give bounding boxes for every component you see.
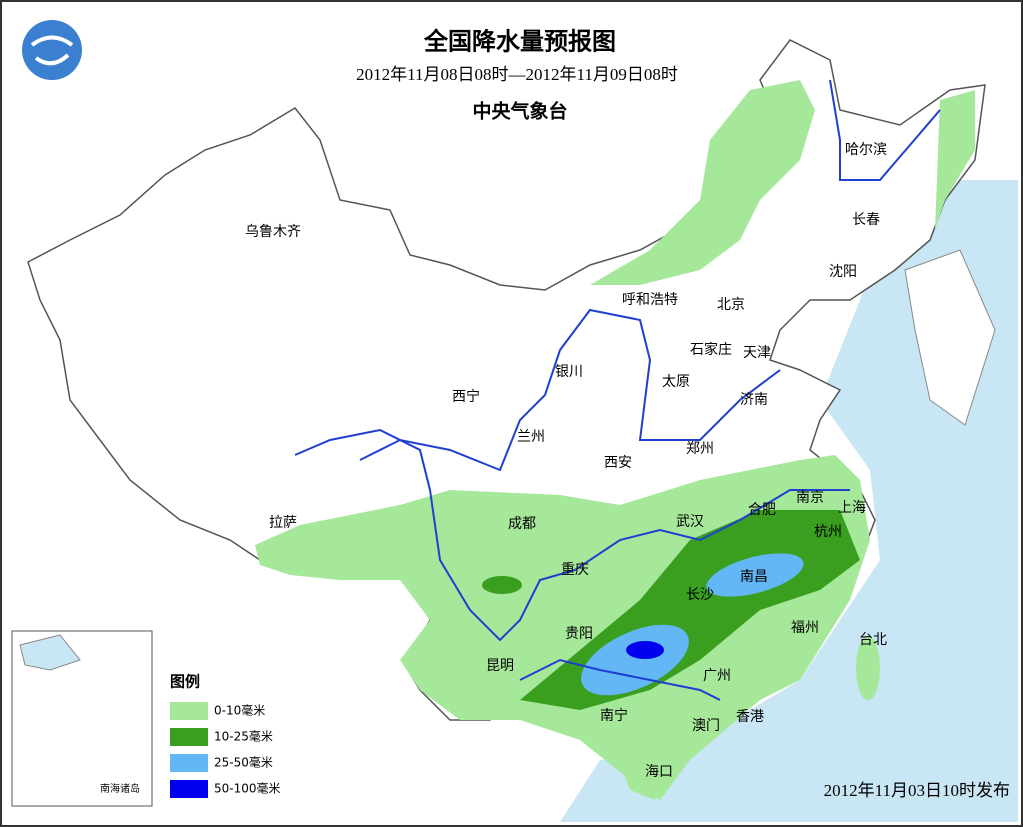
city-label: 郑州 xyxy=(686,441,714,457)
area-0-10 xyxy=(935,90,975,230)
city-label: 石家庄 xyxy=(690,341,732,358)
yellow-river xyxy=(359,308,781,472)
city-label: 太原 xyxy=(662,374,690,390)
city-label: 呼和浩特 xyxy=(622,292,678,308)
period: 2012年11月08日08时—2012年11月09日08时 xyxy=(356,65,678,84)
title: 全国降水量预报图 xyxy=(423,28,616,56)
area-10-25 xyxy=(482,576,522,594)
city-label: 南昌 xyxy=(740,569,768,585)
city-label: 兰州 xyxy=(517,429,545,445)
city-label: 银川 xyxy=(555,364,583,380)
city-label: 哈尔滨 xyxy=(845,142,887,158)
legend-label: 50-100毫米 xyxy=(214,781,281,796)
legend-label: 0-10毫米 xyxy=(214,703,265,718)
korea xyxy=(904,249,996,426)
legend-swatch xyxy=(170,754,208,772)
city-label: 成都 xyxy=(508,516,536,532)
taiwan xyxy=(856,636,880,700)
legend-swatch xyxy=(170,702,208,720)
city-label: 长沙 xyxy=(686,587,714,603)
city-label: 南京 xyxy=(796,490,824,506)
songhua xyxy=(829,79,941,181)
area-25-50 xyxy=(581,624,689,696)
area-0-10 xyxy=(620,720,660,800)
city-label: 乌鲁木齐 xyxy=(245,224,301,240)
legend-label: 10-25毫米 xyxy=(214,729,273,744)
legend: 0-10毫米 10-25毫米 25-50毫米 50-100毫米 xyxy=(170,702,281,798)
city-label: 昆明 xyxy=(486,658,514,674)
issued-date: 2012年11月03日10时发布 xyxy=(824,781,1010,800)
city-label: 贵阳 xyxy=(565,626,593,642)
logo xyxy=(22,20,82,80)
city-label: 西宁 xyxy=(452,388,480,405)
rivers xyxy=(294,79,941,701)
yangtze xyxy=(294,428,850,642)
city-label: 杭州 xyxy=(814,524,842,540)
city-label: 合肥 xyxy=(748,502,776,518)
inset-label: 南海诸岛 xyxy=(100,782,140,795)
city-label: 香港 xyxy=(736,709,764,725)
city-label: 重庆 xyxy=(561,562,589,578)
city-label: 澳门 xyxy=(692,718,720,734)
city-label: 济南 xyxy=(740,392,768,408)
logo-mark xyxy=(30,35,74,66)
sea xyxy=(560,180,1018,822)
city-label: 南宁 xyxy=(600,707,628,724)
issuer: 中央气象台 xyxy=(472,99,567,122)
city-label: 天津 xyxy=(743,345,771,361)
legend-label: 25-50毫米 xyxy=(214,755,273,770)
area-0-10 xyxy=(590,80,815,285)
city-label: 西安 xyxy=(604,455,632,471)
city-label: 拉萨 xyxy=(269,515,297,531)
area-50-100 xyxy=(626,641,664,659)
area-25-50 xyxy=(706,553,804,597)
city-label: 上海 xyxy=(838,500,866,516)
logo-circle xyxy=(22,20,82,80)
city-label: 武汉 xyxy=(676,514,704,530)
city-label: 长春 xyxy=(852,212,880,228)
city-label: 沈阳 xyxy=(829,264,857,280)
city-label: 福州 xyxy=(791,620,819,636)
city-label: 广州 xyxy=(703,668,731,684)
legend-title: 图例 xyxy=(170,673,200,691)
city-label: 台北 xyxy=(859,632,887,648)
city-label: 北京 xyxy=(717,297,745,313)
legend-swatch xyxy=(170,728,208,746)
inset-coast xyxy=(19,634,81,671)
legend-swatch xyxy=(170,780,208,798)
city-label: 海口 xyxy=(645,764,673,780)
pearl-river xyxy=(519,658,721,701)
